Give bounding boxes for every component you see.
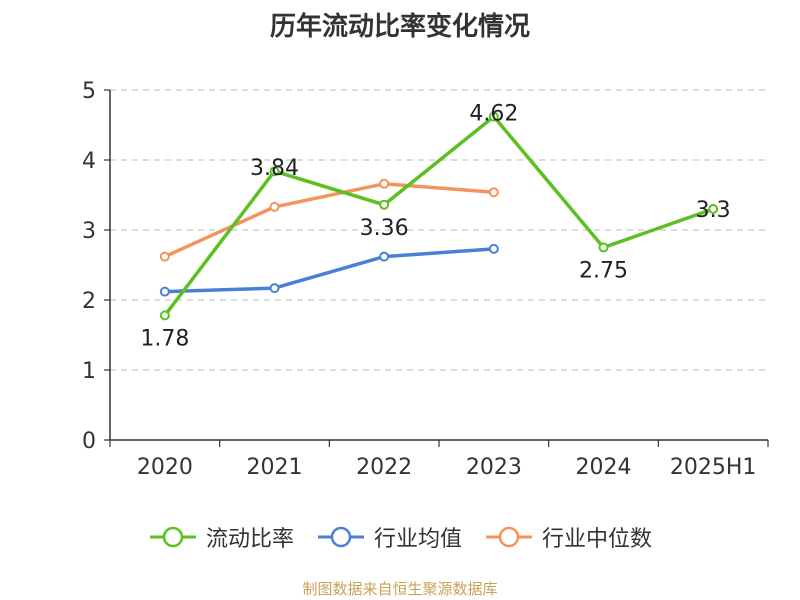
data-label: 4.62 (469, 102, 518, 127)
legend-label: 行业均值 (373, 527, 462, 552)
legend-item[interactable]: 行业中位数 (484, 521, 652, 553)
y-tick-label: 0 (82, 429, 96, 454)
data-label: 2.75 (579, 259, 628, 284)
x-tick-label: 2024 (576, 455, 632, 480)
series-line (164, 247, 494, 294)
x-tick-label: 2023 (466, 455, 522, 480)
data-point (269, 201, 280, 212)
y-tick-label: 3 (82, 219, 96, 244)
legend-marker-icon (486, 526, 532, 548)
legend-label: 流动比率 (205, 527, 294, 552)
x-tick-label: 2025H1 (670, 455, 757, 480)
data-point (488, 187, 499, 198)
data-point (708, 204, 719, 214)
y-tick-label: 5 (82, 79, 96, 104)
legend-marker-icon (317, 526, 364, 548)
x-tick-label: 2021 (247, 455, 303, 480)
data-label: 3.3 (696, 198, 731, 223)
legend: 流动比率 行业均值 行业中位数 (0, 520, 800, 554)
data-label: 3.84 (250, 156, 299, 181)
data-point (269, 283, 280, 294)
x-tick-label: 2022 (356, 455, 412, 480)
data-point (488, 111, 499, 122)
legend-marker-icon (149, 526, 196, 548)
x-tick-label: 2020 (137, 455, 193, 480)
y-tick-label: 4 (82, 149, 96, 174)
data-point (159, 310, 170, 321)
data-point (379, 178, 390, 189)
series-line (164, 182, 494, 259)
data-point (159, 286, 170, 297)
data-point (159, 251, 170, 262)
data-point (269, 166, 280, 177)
series-line (163, 114, 714, 317)
legend-item[interactable]: 行业均值 (316, 521, 462, 553)
data-point (379, 251, 390, 262)
legend-item[interactable]: 流动比率 (148, 521, 294, 553)
data-point (379, 199, 390, 210)
data-label: 1.78 (140, 326, 189, 351)
data-point (488, 243, 499, 254)
data-point (598, 242, 609, 253)
y-tick-label: 2 (82, 289, 96, 314)
data-label: 3.36 (360, 216, 409, 241)
y-tick-label: 1 (82, 359, 96, 384)
chart-title: 历年流动比率变化情况 (269, 12, 530, 42)
legend-label: 行业中位数 (542, 527, 653, 552)
source-note: 制图数据来自恒生聚源数据库 (302, 580, 498, 598)
